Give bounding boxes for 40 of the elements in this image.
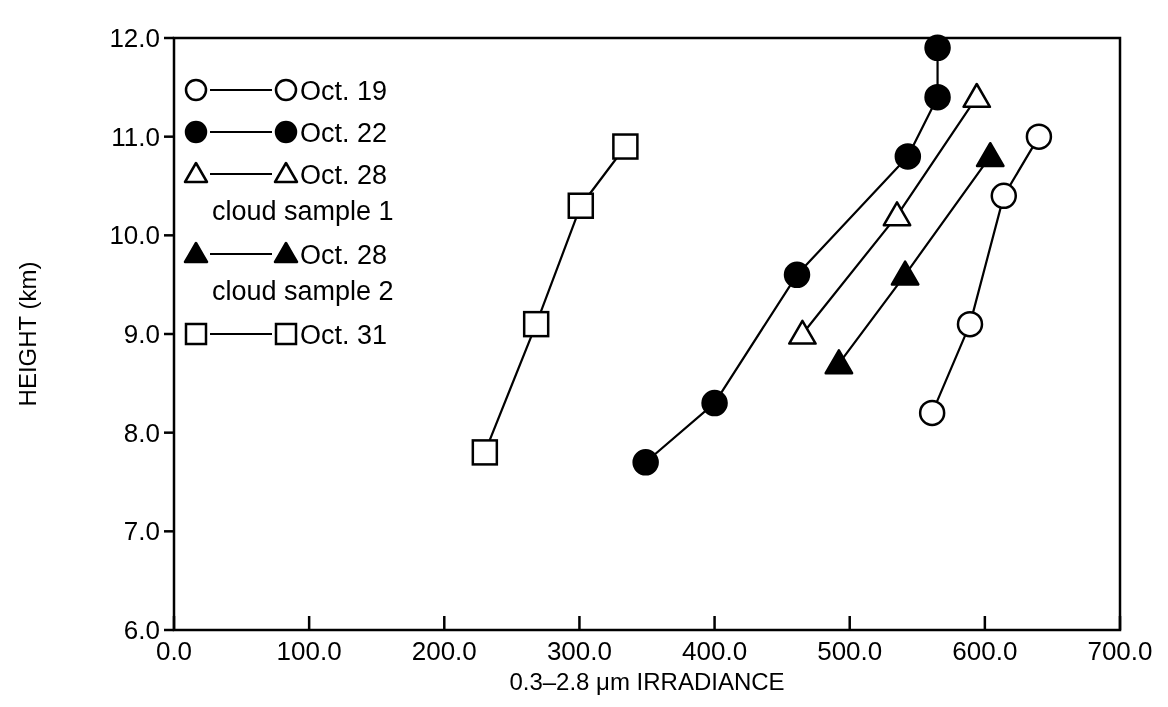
- x-tick-label: 500.0: [817, 636, 883, 666]
- y-tick-label: 11.0: [111, 121, 160, 152]
- x-tick-label: 100.0: [276, 636, 342, 666]
- y-tick-label: 8.0: [123, 417, 160, 448]
- point: [956, 310, 984, 338]
- y-tick-label: 10.0: [109, 220, 160, 251]
- point: [787, 319, 817, 345]
- point: [632, 449, 659, 476]
- x-tick-label: 400.0: [682, 636, 748, 666]
- point: [522, 310, 550, 338]
- point: [1025, 123, 1053, 150]
- point: [890, 260, 920, 286]
- point: [975, 141, 1005, 168]
- point: [918, 399, 946, 427]
- point: [701, 389, 728, 417]
- x-tick-label: 200.0: [411, 636, 477, 666]
- legend-label: Oct. 19: [300, 76, 388, 106]
- point: [990, 182, 1018, 210]
- point: [924, 34, 951, 62]
- y-tick-label: 7.0: [123, 516, 160, 547]
- x-tick-label: 300.0: [546, 636, 612, 666]
- point: [894, 143, 922, 170]
- x-axis-title: 0.3–2.8 μm IRRADIANCE: [509, 668, 785, 695]
- x-tick-label: 600.0: [952, 636, 1018, 666]
- point: [783, 261, 811, 289]
- legend-label: Oct. 28 cloud sample 1: [212, 160, 394, 226]
- x-tick-label: 700.0: [1087, 636, 1153, 666]
- point: [471, 439, 499, 466]
- point: [567, 192, 595, 219]
- point: [824, 349, 854, 375]
- y-axis-title: HEIGHT (km): [14, 261, 41, 407]
- legend-label: Oct. 28 cloud sample 2: [212, 240, 394, 306]
- point: [612, 133, 639, 160]
- legend-label: Oct. 22: [300, 118, 388, 148]
- y-tick-label: 9.0: [123, 319, 160, 349]
- point: [924, 83, 951, 111]
- y-tick-label: 12.0: [109, 23, 160, 53]
- point: [962, 82, 992, 109]
- point: [882, 201, 912, 227]
- legend-label: Oct. 31: [300, 320, 388, 350]
